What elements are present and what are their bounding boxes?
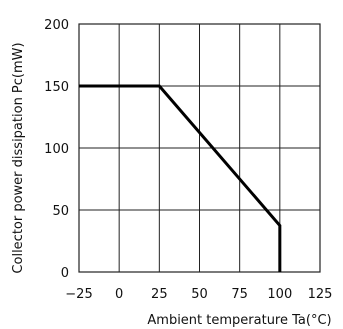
x-tick-label: 25	[151, 287, 168, 302]
derating-curve-0	[79, 84, 282, 272]
y-tick-label: 200	[44, 18, 69, 33]
x-tick-label: 75	[231, 287, 248, 302]
plot-frame	[78, 23, 321, 273]
y-tick-label: 0	[61, 266, 69, 281]
y-tick-label: 100	[44, 142, 69, 157]
x-tick-label: 125	[308, 287, 333, 302]
y-axis-ticks: 0 50 100 150 200	[44, 18, 69, 281]
x-tick-label: 50	[191, 287, 208, 302]
x-tick-label: 100	[267, 287, 292, 302]
series-group	[79, 84, 282, 272]
y-tick-label: 150	[44, 80, 69, 95]
x-axis-label: Ambient temperature Ta(°C)	[147, 313, 331, 328]
grid	[79, 24, 320, 272]
y-axis-label: Collector power dissipation Pc(mW)	[11, 42, 26, 273]
x-axis-ticks: −25 0 25 50 75 100 125	[65, 287, 332, 302]
x-tick-label: −25	[65, 287, 92, 302]
x-tick-label: 0	[115, 287, 123, 302]
y-tick-label: 50	[52, 204, 69, 219]
